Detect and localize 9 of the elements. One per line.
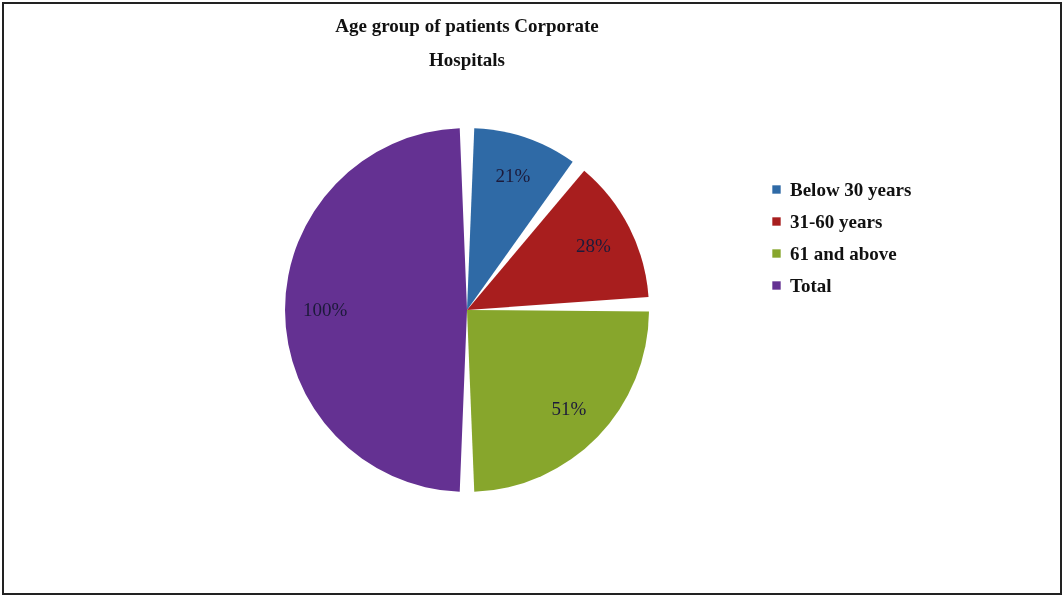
chart-title: Age group of patients Corporate Hospitals bbox=[335, 15, 599, 70]
data-label: 21% bbox=[495, 164, 531, 186]
legend-label: Total bbox=[790, 274, 832, 296]
data-label: 51% bbox=[551, 397, 587, 419]
legend-label: Below 30 years bbox=[790, 178, 912, 200]
legend-label: 61 and above bbox=[790, 242, 897, 264]
legend-label: 31-60 years bbox=[790, 210, 883, 232]
data-label: 100% bbox=[302, 299, 348, 320]
data-label: 28% bbox=[576, 234, 612, 256]
